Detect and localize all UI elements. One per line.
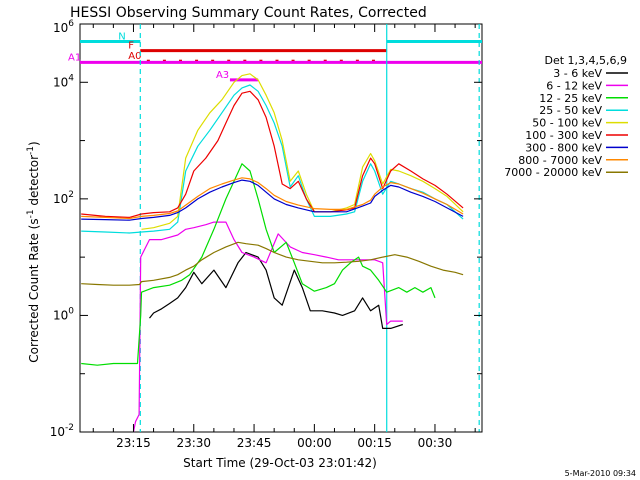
y-tick-label: 102	[53, 190, 74, 206]
ticks-group: 23:15 23:30 23:45 00:00 00:15 00:30 10-2 100 102…	[50, 19, 482, 450]
axes	[79, 23, 483, 433]
x-tick-label: 00:15	[357, 436, 392, 450]
legend-label-2: 12 - 25 keV	[539, 92, 602, 105]
series-line-6	[81, 179, 464, 221]
flag-label-A1: A1	[68, 52, 81, 63]
legend-label-4: 50 - 100 keV	[532, 117, 602, 130]
y-axis-label: Corrected Count Rate (s-1 detector-1)	[26, 141, 41, 362]
legend-label-3: 25 - 50 keV	[539, 104, 602, 117]
series-line-1	[132, 221, 403, 433]
vertical-markers	[139, 24, 480, 432]
y-label-sup2: -1	[26, 146, 36, 155]
y-label-part2: detector	[27, 155, 41, 210]
legend-label-5: 100 - 300 keV	[525, 129, 602, 142]
legend-label-0: 3 - 6 keV	[553, 67, 602, 80]
footer-timestamp: 5-Mar-2010 09:34	[565, 469, 636, 478]
flag-label-A0: A0	[128, 51, 141, 62]
x-axis-label: Start Time (29-Oct-03 23:01:42)	[183, 456, 377, 470]
series-group	[81, 73, 464, 433]
x-tick-label: 23:15	[116, 436, 151, 450]
legend-label-1: 6 - 12 keV	[546, 79, 602, 92]
y-label-sup1: -1	[26, 209, 36, 218]
y-label-part1: Corrected Count Rate (s	[27, 218, 41, 362]
y-label-part3: )	[27, 141, 41, 146]
y-tick-label: 100	[53, 306, 74, 322]
y-tick-label: 104	[53, 73, 74, 89]
series-line-4	[141, 73, 464, 230]
flag-label-A3: A3	[216, 70, 229, 81]
x-tick-label: 23:30	[176, 436, 211, 450]
series-line-5	[81, 90, 464, 218]
series-line-2	[81, 163, 436, 366]
y-tick-label: 10-2	[50, 423, 74, 439]
legend-label-7: 800 - 7000 keV	[518, 154, 602, 167]
y-tick-label: 106	[53, 19, 74, 35]
series-line-7	[81, 177, 464, 220]
x-tick-label: 23:45	[237, 436, 272, 450]
chart-title: HESSI Observing Summary Count Rates, Cor…	[70, 5, 427, 21]
series-line-8	[81, 241, 464, 286]
x-tick-label: 00:00	[297, 436, 332, 450]
series-line-0	[149, 251, 403, 329]
series-line-3	[81, 84, 464, 234]
flag-label-F: F	[128, 41, 134, 52]
legend-title: Det 1,3,4,5,6,9	[544, 54, 627, 67]
x-tick-label: 00:30	[418, 436, 453, 450]
flag-label-N: N	[118, 32, 125, 43]
legend-label-6: 300 - 800 keV	[525, 141, 602, 154]
plot-frame	[79, 23, 483, 433]
legend-label-8: 7000 - 20000 keV	[504, 166, 602, 179]
